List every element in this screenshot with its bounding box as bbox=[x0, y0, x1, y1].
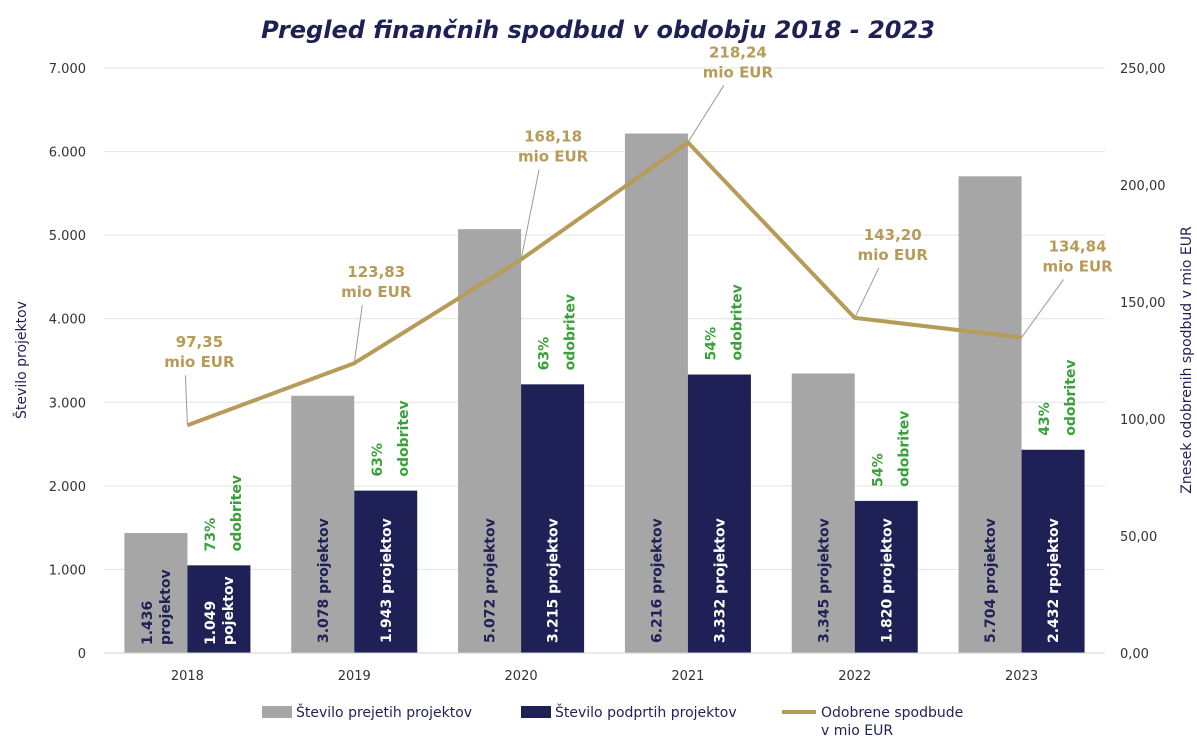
bar-supported bbox=[854, 500, 918, 653]
data-labels: 1.436 projektov 1.049 pojektov 73% odobritev 3… bbox=[140, 43, 1113, 645]
axes: 0 1.000 2.000 3.000 4.000 5.000 6.000 7.000 0,00… bbox=[49, 62, 1166, 684]
bar-supported bbox=[687, 374, 751, 653]
bar-label-received: 3.345 projektov bbox=[816, 518, 832, 643]
approval-label: 54% odobritev bbox=[870, 411, 912, 487]
leader-line bbox=[184, 375, 188, 426]
legend-swatch-supported bbox=[521, 706, 551, 718]
leader-line bbox=[1021, 279, 1064, 338]
bar-label-received: 6.216 projektov bbox=[649, 518, 665, 643]
y-tick-label: 1.000 bbox=[49, 563, 86, 578]
leader-line bbox=[687, 85, 725, 143]
bar-received bbox=[291, 395, 355, 653]
y-tick-label: 5.000 bbox=[49, 229, 86, 244]
y2-tick-label: 100,00 bbox=[1120, 413, 1166, 428]
y2-tick-label: 250,00 bbox=[1120, 62, 1166, 77]
bar-label-supported: 1.943 projektov bbox=[379, 518, 395, 643]
y-axis-title: Število projektov bbox=[12, 301, 30, 419]
y-tick-label: 2.000 bbox=[49, 480, 86, 495]
legend-swatch-received bbox=[262, 706, 292, 718]
bar-received bbox=[958, 176, 1022, 653]
line-value-label: 168,18 mio EUR bbox=[518, 127, 589, 165]
x-tick-label: 2021 bbox=[671, 669, 704, 684]
x-tick-label: 2019 bbox=[338, 669, 371, 684]
bar-supported bbox=[354, 490, 418, 653]
approval-label: 73% odobritev bbox=[203, 475, 245, 551]
line-value-label: 123,83 mio EUR bbox=[341, 263, 412, 301]
y-tick-label: 0 bbox=[78, 647, 86, 662]
line-value-label: 218,24 mio EUR bbox=[703, 43, 774, 81]
x-tick-label: 2023 bbox=[1005, 669, 1038, 684]
y2-tick-label: 50,00 bbox=[1120, 530, 1157, 545]
y2-tick-label: 0,00 bbox=[1120, 647, 1149, 662]
bar-received bbox=[791, 373, 855, 653]
gridlines bbox=[104, 67, 1105, 654]
line-odobrene-spodbude bbox=[186, 140, 1022, 428]
y-tick-label: 3.000 bbox=[49, 396, 86, 411]
legend-label-received: Število prejetih projektov bbox=[296, 703, 472, 721]
x-tick-label: 2022 bbox=[838, 669, 871, 684]
bar-received bbox=[458, 229, 522, 653]
bar-label-supported: 2.432 rpojektov bbox=[1046, 518, 1062, 643]
approval-label: 43% odobritev bbox=[1037, 359, 1079, 435]
line-value-label: 143,20 mio EUR bbox=[858, 226, 929, 264]
bar-supported bbox=[1021, 449, 1085, 653]
bar-received bbox=[624, 133, 688, 653]
line-series bbox=[186, 140, 1022, 428]
approval-label: 63% odobritev bbox=[537, 294, 579, 370]
chart-title: Pregled finančnih spodbud v obdobju 2018… bbox=[261, 16, 935, 44]
bars bbox=[124, 133, 1085, 653]
bar-label-received: 3.078 projektov bbox=[316, 518, 332, 643]
bar-supported bbox=[187, 565, 251, 653]
x-tick-label: 2018 bbox=[171, 669, 204, 684]
approval-label: 63% odobritev bbox=[370, 400, 412, 476]
bar-label-supported: 3.215 projektov bbox=[546, 518, 562, 643]
x-tick-label: 2020 bbox=[505, 669, 538, 684]
bar-label-received: 5.072 projektov bbox=[483, 518, 499, 643]
leader-line bbox=[854, 267, 880, 319]
y2-tick-label: 200,00 bbox=[1120, 179, 1166, 194]
bar-label-supported: 1.049 pojektov bbox=[203, 576, 237, 645]
approval-label: 54% odobritev bbox=[703, 284, 745, 360]
legend-label-supported: Število podprtih projektov bbox=[555, 703, 737, 721]
y-tick-label: 7.000 bbox=[49, 62, 86, 77]
line-value-label: 134,84 mio EUR bbox=[1042, 237, 1113, 275]
bar-label-received: 1.436 projektov bbox=[140, 569, 174, 645]
y2-tick-label: 150,00 bbox=[1120, 296, 1166, 311]
bar-label-received: 5.704 projektov bbox=[983, 518, 999, 643]
y2-axis-title: Znesek odobrenih spodbud v mio EUR bbox=[1179, 226, 1195, 494]
y-tick-label: 4.000 bbox=[49, 313, 86, 328]
bar-label-supported: 1.820 projektov bbox=[879, 518, 895, 643]
bar-received bbox=[124, 532, 188, 653]
line-value-label: 97,35 mio EUR bbox=[164, 333, 235, 371]
bar-supported bbox=[521, 384, 585, 653]
legend-label-line: Odobrene spodbude v mio EUR bbox=[821, 705, 963, 738]
y-tick-label: 6.000 bbox=[49, 146, 86, 161]
leader-line bbox=[353, 305, 363, 364]
bar-label-supported: 3.332 projektov bbox=[712, 518, 728, 643]
leader-line bbox=[520, 169, 540, 260]
legend: Število prejetih projektov Število podprt… bbox=[262, 703, 963, 738]
